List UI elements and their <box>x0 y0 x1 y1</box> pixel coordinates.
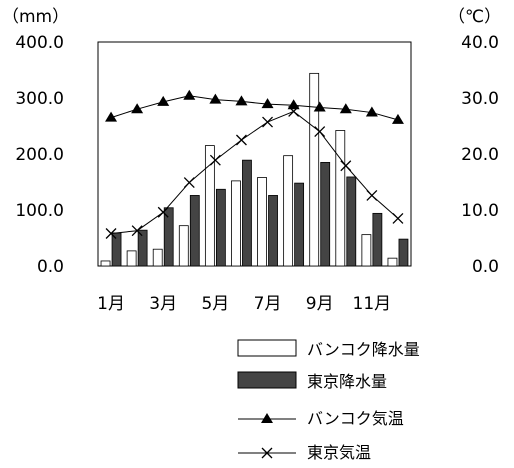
point-tokyo-temp <box>288 105 300 117</box>
left-tick-label: 400.0 <box>15 33 64 53</box>
point-tokyo-temp <box>366 189 378 201</box>
left-tick-label: 100.0 <box>15 201 64 221</box>
point-tokyo-temp <box>262 116 274 128</box>
point-tokyo-temp <box>157 206 169 218</box>
bar-bangkok-precip <box>100 260 111 267</box>
line-series <box>105 89 404 239</box>
point-tokyo-temp <box>314 126 326 138</box>
bar-tokyo-precip <box>242 159 252 267</box>
x-tick-label: 5月 <box>201 294 229 314</box>
point-bangkok-temp <box>235 95 248 106</box>
point-tokyo-temp <box>105 228 117 239</box>
point-bangkok-temp <box>391 113 404 124</box>
bar-tokyo-precip <box>372 212 383 267</box>
right-axis-unit-label: （℃） <box>448 7 501 27</box>
point-bangkok-temp <box>131 103 144 114</box>
right-axis-ticks: 40.0 30.0 20.0 10.0 0.0 <box>461 33 499 277</box>
bar-bangkok-precip <box>126 250 137 267</box>
legend-swatch-bangkok-precip <box>237 339 297 357</box>
right-tick-label: 0.0 <box>472 257 499 277</box>
bar-tokyo-precip <box>346 176 357 267</box>
line-bangkok-temp <box>110 95 399 121</box>
point-tokyo-temp <box>235 134 247 146</box>
bar-tokyo-precip <box>398 238 409 267</box>
right-tick-label: 40.0 <box>461 33 499 53</box>
right-tick-label: 20.0 <box>461 145 499 165</box>
legend-label-tokyo-precip: 東京降水量 <box>307 372 387 391</box>
bar-bangkok-precip <box>387 257 398 267</box>
bar-bangkok-precip <box>257 177 267 267</box>
legend-x-marker <box>261 447 273 459</box>
point-bangkok-temp <box>157 95 170 106</box>
bar-tokyo-precip <box>163 207 174 267</box>
bar-bangkok-precip <box>309 72 320 267</box>
left-tick-label: 0.0 <box>37 257 64 277</box>
x-tick-label: 1月 <box>97 294 125 314</box>
point-tokyo-temp <box>209 154 221 166</box>
point-tokyo-temp <box>183 177 195 189</box>
point-bangkok-temp <box>105 111 118 122</box>
point-tokyo-temp <box>340 160 352 172</box>
left-axis-unit-label: （mm） <box>2 7 69 27</box>
left-tick-label: 200.0 <box>15 145 64 165</box>
x-tick-label: 7月 <box>254 294 282 314</box>
point-bangkok-temp <box>365 106 378 117</box>
bar-bangkok-precip <box>152 248 163 267</box>
point-tokyo-temp <box>131 225 143 237</box>
legend-label-bangkok-precip: バンコク降水量 <box>307 340 420 359</box>
point-bangkok-temp <box>313 101 326 112</box>
point-bangkok-temp <box>183 89 196 100</box>
x-tick-label: 11月 <box>353 294 392 314</box>
plot-area-frame <box>97 41 412 267</box>
legend-triangle-marker <box>261 413 273 423</box>
point-tokyo-temp <box>392 212 404 224</box>
right-tick-label: 10.0 <box>461 201 499 221</box>
x-tick-label: 3月 <box>149 294 177 314</box>
legend: バンコク降水量 東京降水量 バンコク気温 東京気温 <box>237 339 420 462</box>
bar-bangkok-precip <box>283 155 294 267</box>
bar-tokyo-precip <box>137 229 148 267</box>
bar-bangkok-precip <box>178 225 189 267</box>
legend-swatch-tokyo-precip <box>237 371 297 389</box>
point-bangkok-temp <box>287 99 300 110</box>
bar-bangkok-precip <box>204 145 215 267</box>
legend-label-tokyo-temp: 東京気温 <box>307 443 371 462</box>
point-bangkok-temp <box>209 93 222 104</box>
x-axis-ticks: 1月 3月 5月 7月 9月 11月 <box>97 294 391 314</box>
bar-tokyo-precip <box>320 161 331 267</box>
bar-tokyo-precip <box>294 182 305 267</box>
bar-bangkok-precip <box>231 180 241 267</box>
bar-bangkok-precip <box>361 234 372 267</box>
bar-series <box>100 72 409 267</box>
legend-label-bangkok-temp: バンコク気温 <box>307 409 404 428</box>
point-bangkok-temp <box>261 98 274 109</box>
left-tick-label: 300.0 <box>15 89 64 109</box>
left-axis-ticks: 400.0 300.0 200.0 100.0 0.0 <box>15 33 64 277</box>
right-tick-label: 30.0 <box>461 89 499 109</box>
bar-tokyo-precip <box>215 188 226 267</box>
point-bangkok-temp <box>339 103 352 114</box>
bar-tokyo-precip <box>189 195 200 267</box>
x-tick-label: 9月 <box>306 294 334 314</box>
bar-bangkok-precip <box>335 130 346 267</box>
bar-tokyo-precip <box>268 195 278 267</box>
bar-tokyo-precip <box>111 232 122 267</box>
